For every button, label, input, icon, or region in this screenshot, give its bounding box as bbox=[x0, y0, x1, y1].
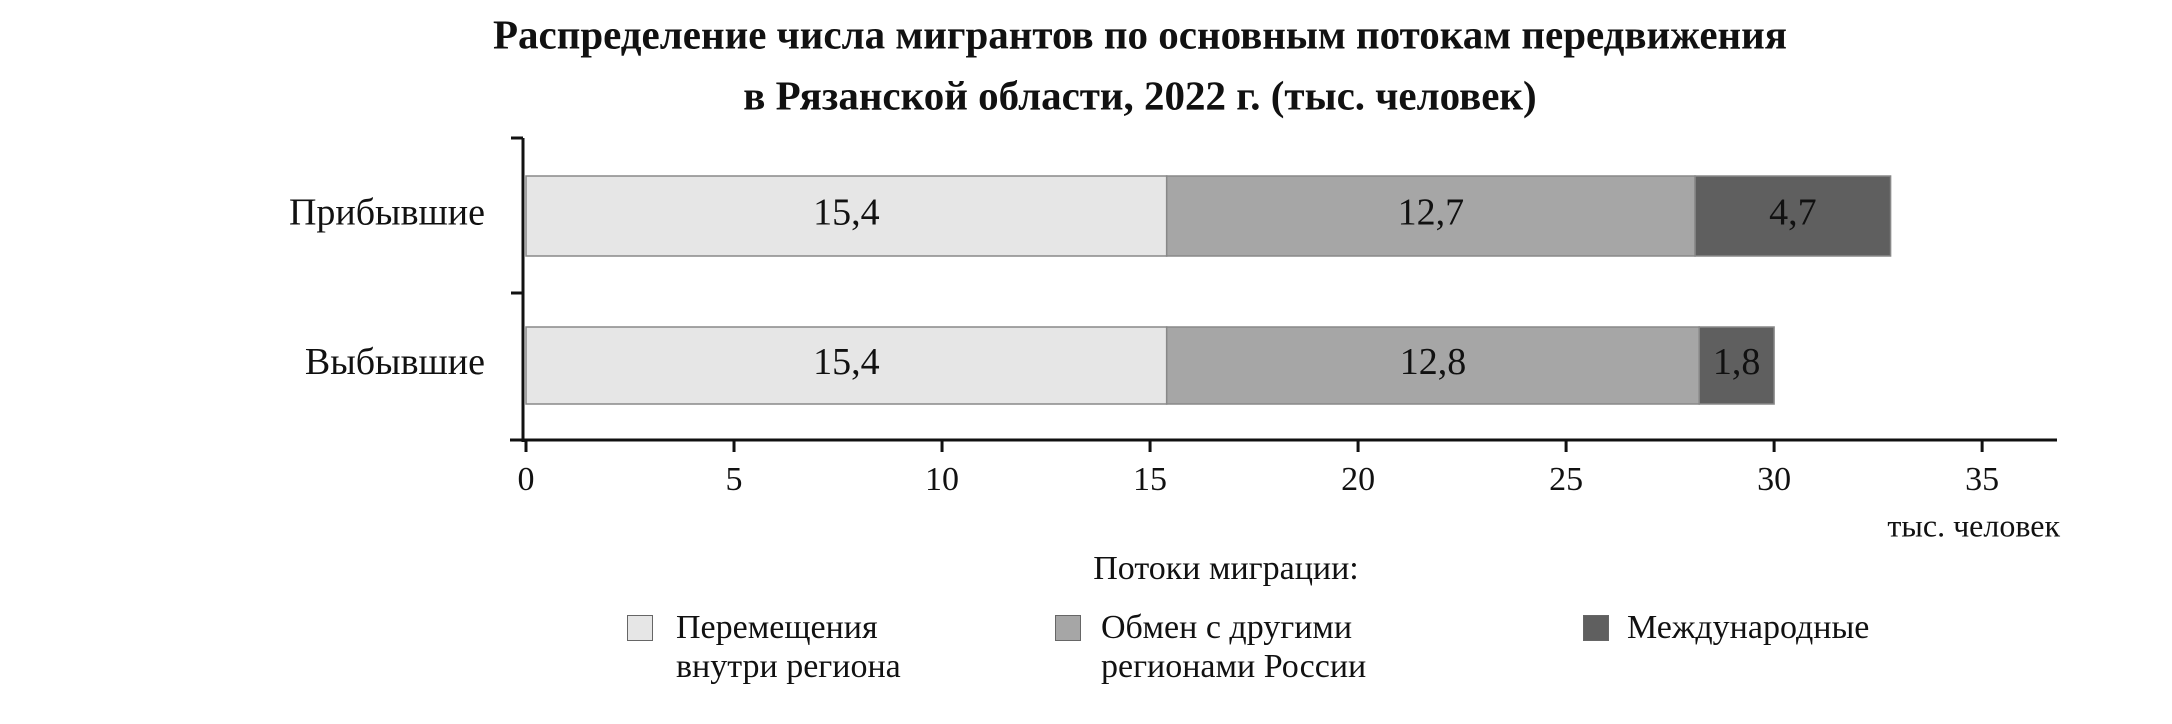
x-tick-label: 25 bbox=[1549, 461, 1583, 498]
value-label: 1,8 bbox=[1713, 341, 1761, 383]
value-label: 15,4 bbox=[813, 192, 880, 234]
x-tick-label: 35 bbox=[1965, 461, 1999, 498]
x-tick-label: 5 bbox=[726, 461, 743, 498]
x-tick-label: 10 bbox=[925, 461, 959, 498]
x-tick-label: 0 bbox=[518, 461, 535, 498]
x-tick-label: 20 bbox=[1341, 461, 1375, 498]
value-label: 15,4 bbox=[813, 341, 880, 383]
value-label: 12,7 bbox=[1398, 192, 1465, 234]
legend-title: Потоки миграции: bbox=[1093, 550, 1359, 587]
legend-swatch bbox=[1583, 615, 1609, 641]
category-label: Прибывшие bbox=[289, 192, 485, 234]
bar-segment bbox=[1165, 326, 1700, 405]
x-tick-label: 15 bbox=[1133, 461, 1167, 498]
chart-title: Распределение числа мигрантов по основны… bbox=[493, 11, 1787, 57]
x-tick-label: 30 bbox=[1757, 461, 1791, 498]
legend-label: Обмен с другими регионами России bbox=[1101, 609, 1367, 685]
x-axis-label: тыс. человек bbox=[1887, 507, 2060, 543]
legend-swatch bbox=[627, 615, 653, 641]
legend-label: Перемещения внутри региона bbox=[676, 609, 901, 685]
category-label: Выбывшие bbox=[305, 341, 485, 383]
bar-segment bbox=[525, 326, 1168, 405]
legend-swatch bbox=[1055, 615, 1081, 641]
legend-label: Международные bbox=[1627, 609, 1870, 646]
bar-segment bbox=[525, 175, 1168, 257]
value-label: 12,8 bbox=[1400, 341, 1467, 383]
bar-segment bbox=[1694, 175, 1892, 257]
value-label: 4,7 bbox=[1769, 192, 1817, 234]
chart-subtitle: в Рязанской области, 2022 г. (тыс. челов… bbox=[743, 72, 1536, 118]
bar-segment bbox=[1698, 326, 1775, 405]
